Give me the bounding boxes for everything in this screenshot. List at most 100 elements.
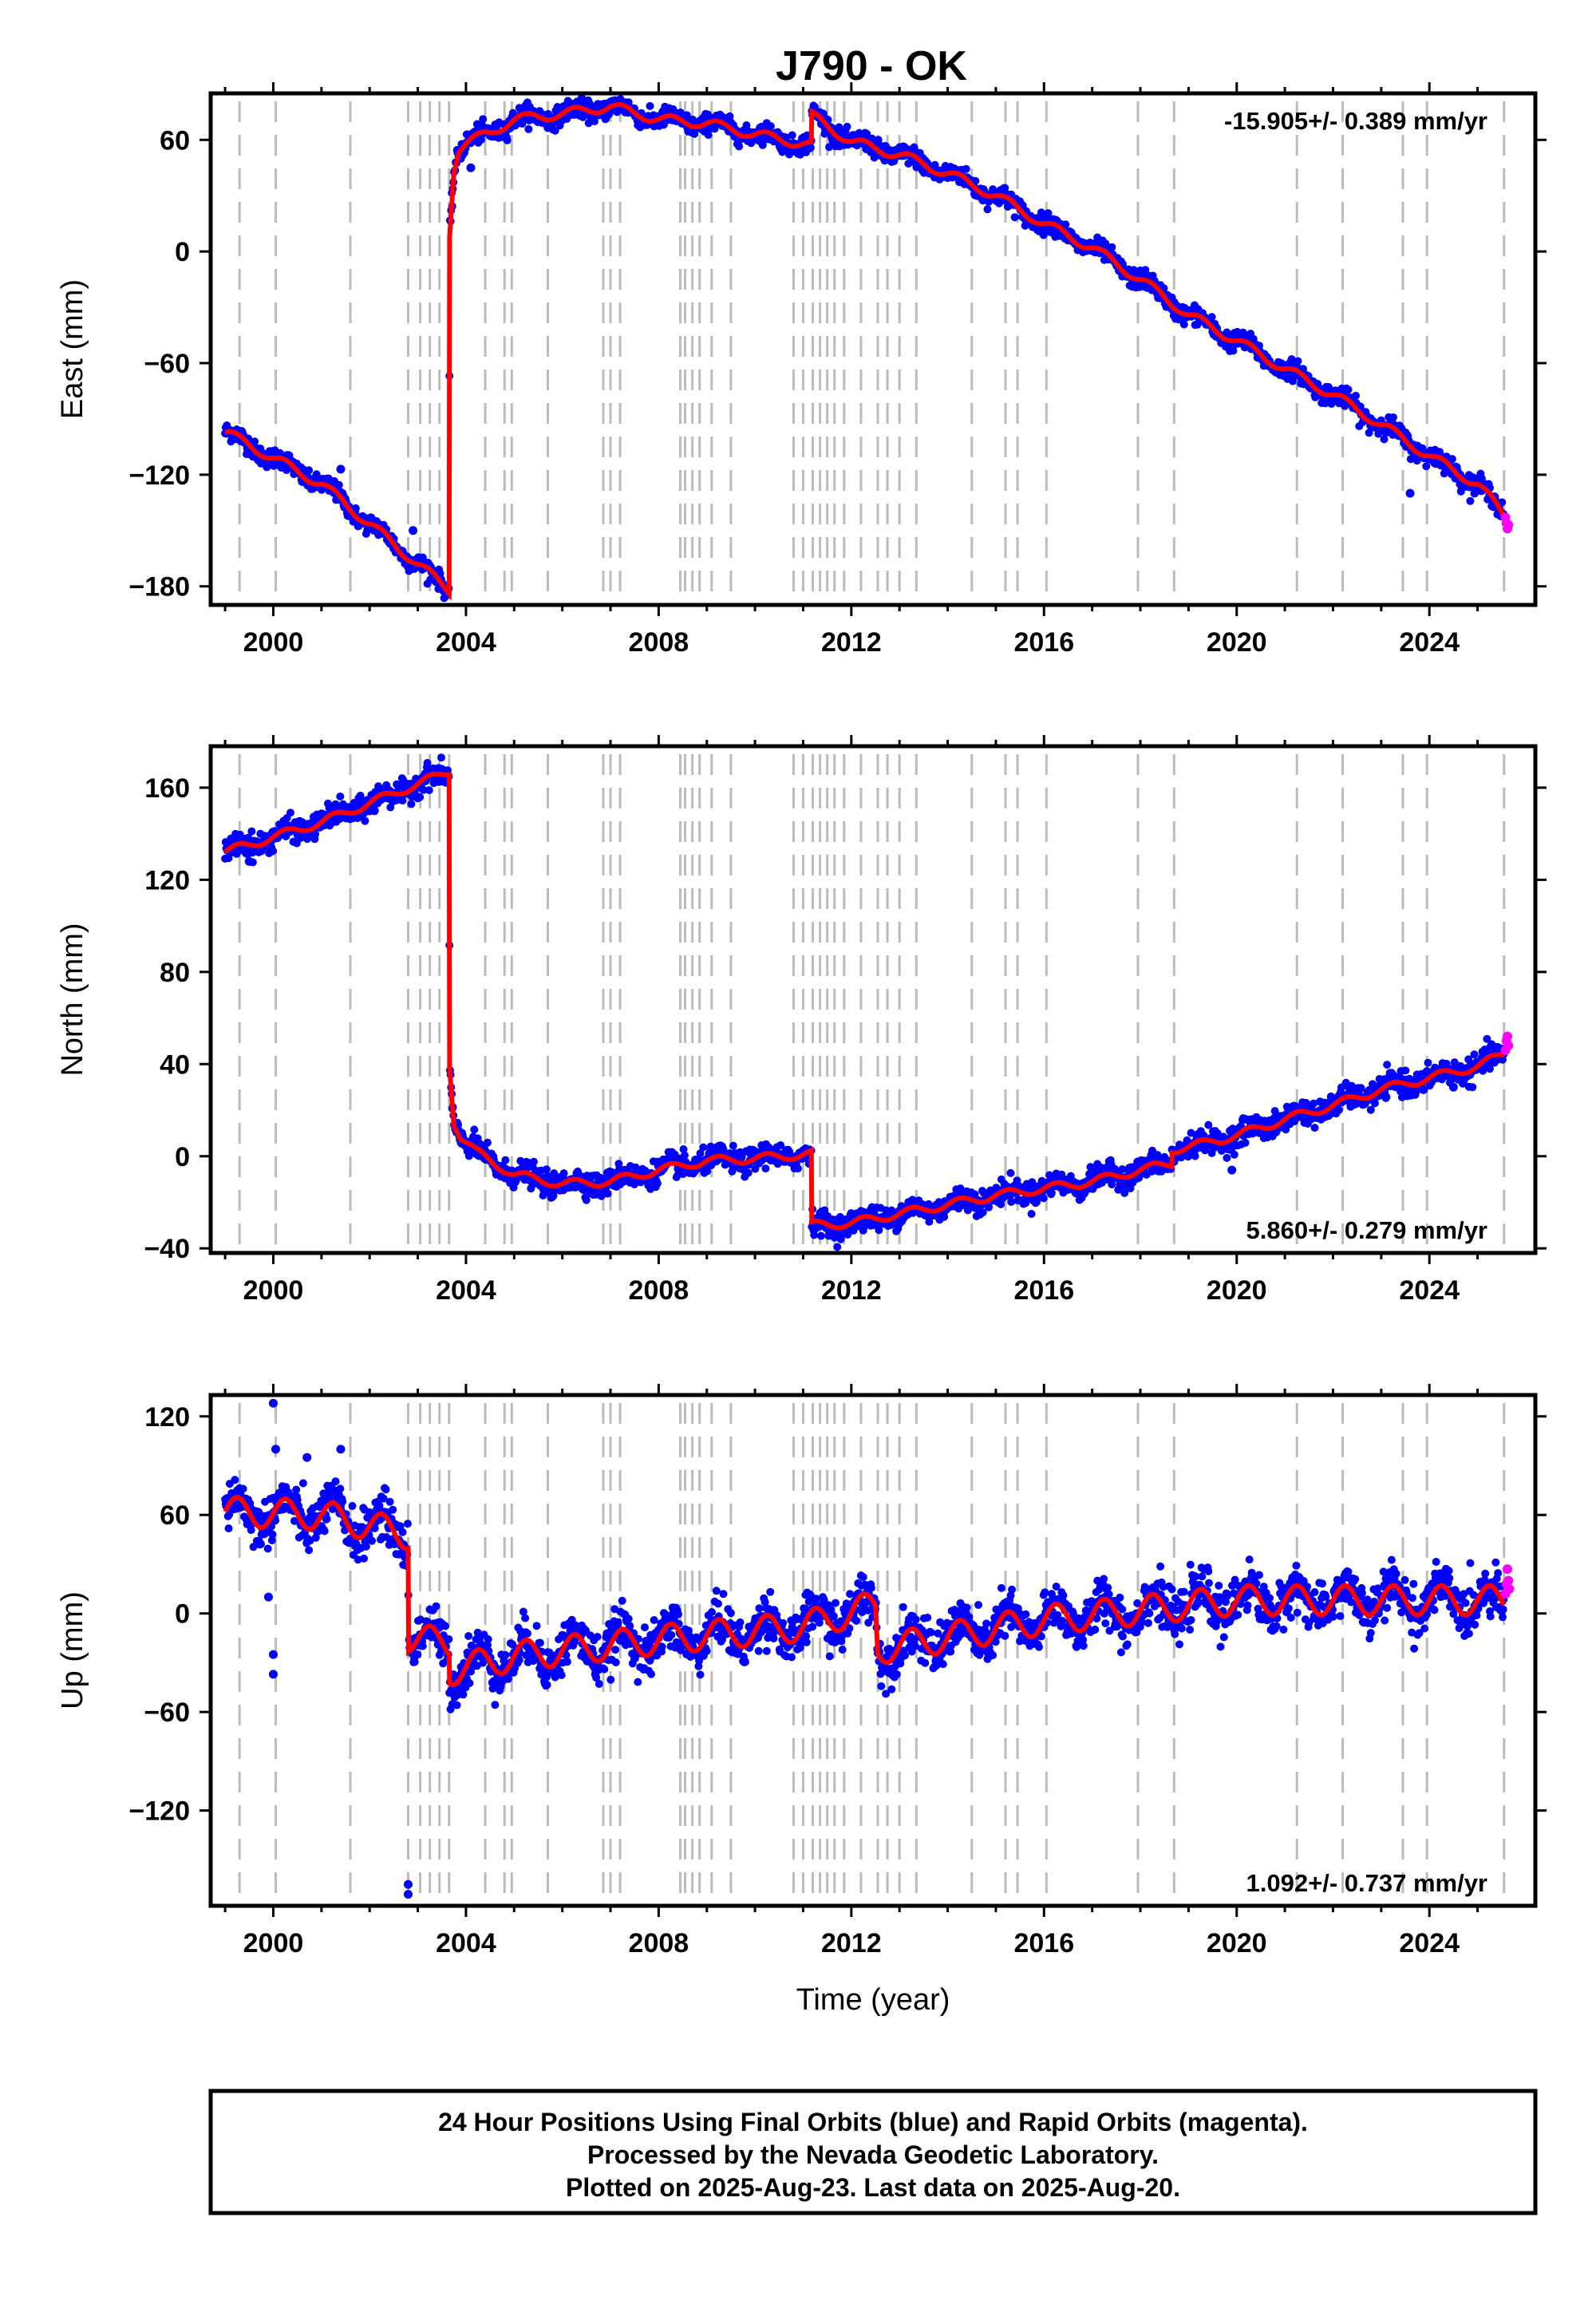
data-point bbox=[320, 1527, 329, 1535]
data-point bbox=[331, 1477, 340, 1486]
data-point bbox=[653, 1179, 662, 1188]
data-point bbox=[735, 142, 744, 151]
x-tick-label: 2000 bbox=[243, 1275, 304, 1306]
outlier-point bbox=[409, 526, 418, 536]
data-point bbox=[360, 1554, 368, 1563]
data-point bbox=[251, 437, 259, 446]
data-point bbox=[1468, 1083, 1477, 1092]
rapid-point bbox=[1502, 1031, 1512, 1041]
x-tick-label: 2024 bbox=[1399, 627, 1460, 658]
x-tick-label: 2016 bbox=[1013, 1275, 1074, 1306]
data-point bbox=[305, 466, 314, 475]
y-tick-label: 40 bbox=[160, 1049, 190, 1080]
rapid-point bbox=[1503, 1041, 1514, 1051]
data-point bbox=[336, 792, 345, 800]
data-point bbox=[758, 140, 767, 149]
data-point bbox=[484, 1138, 492, 1147]
data-point bbox=[744, 1168, 753, 1177]
data-point bbox=[351, 504, 360, 512]
panel-frame bbox=[208, 744, 1538, 1255]
x-tick-label: 2024 bbox=[1399, 1275, 1460, 1306]
data-point bbox=[1422, 462, 1431, 471]
data-point bbox=[1027, 1210, 1036, 1218]
data-point bbox=[518, 120, 527, 128]
data-point bbox=[1039, 231, 1048, 239]
x-tick-label: 2004 bbox=[436, 1275, 496, 1306]
data-point bbox=[1448, 455, 1456, 464]
data-point bbox=[322, 1515, 331, 1524]
data-point bbox=[806, 144, 815, 152]
data-point bbox=[503, 136, 512, 144]
panels: 2000 2004 2008 2012 2016 2020 2024−180−120−600… bbox=[56, 82, 1547, 2017]
data-point bbox=[646, 101, 654, 110]
data-point bbox=[1344, 385, 1353, 394]
x-tick-label: 2020 bbox=[1207, 1275, 1267, 1306]
x-tick-label: 2012 bbox=[821, 1275, 882, 1306]
y-tick-label: −40 bbox=[144, 1234, 190, 1264]
data-point bbox=[298, 1479, 307, 1488]
data-point bbox=[833, 1243, 842, 1251]
data-point bbox=[268, 1530, 277, 1539]
rapid-orbit-points bbox=[1500, 512, 1514, 534]
data-point bbox=[551, 126, 559, 135]
y-tick-label: 120 bbox=[144, 865, 190, 895]
data-point bbox=[1389, 413, 1397, 421]
data-point bbox=[1223, 1153, 1231, 1162]
y-axis-label: East (mm) bbox=[56, 279, 89, 419]
y-tick-label: 160 bbox=[144, 773, 190, 804]
data-point bbox=[1289, 377, 1297, 385]
velocity-label: 5.860+/- 0.279 mm/yr bbox=[1246, 1216, 1487, 1244]
data-point bbox=[761, 1164, 770, 1173]
event-lines bbox=[238, 1403, 1506, 1903]
outlier-point bbox=[1405, 488, 1415, 498]
data-point bbox=[477, 136, 485, 144]
data-point bbox=[1401, 1066, 1410, 1075]
x-tick-label: 2016 bbox=[1013, 627, 1074, 658]
plot-area bbox=[221, 1398, 1515, 1899]
data-point bbox=[416, 792, 425, 801]
data-point bbox=[1179, 320, 1188, 329]
data-point bbox=[582, 1196, 591, 1204]
panel-north: 2000 2004 2008 2012 2016 2020 2024−40040801201… bbox=[56, 735, 1547, 1306]
data-point bbox=[729, 1141, 737, 1150]
data-point bbox=[1039, 1194, 1048, 1203]
data-point bbox=[794, 1164, 802, 1173]
data-point bbox=[843, 122, 851, 131]
data-point bbox=[904, 160, 913, 168]
data-point bbox=[1229, 346, 1238, 355]
y-tick-label: 60 bbox=[160, 125, 190, 156]
data-point bbox=[437, 753, 445, 762]
data-point bbox=[525, 117, 534, 124]
plot-area bbox=[221, 93, 1514, 603]
outlier-point bbox=[336, 464, 346, 474]
event-lines bbox=[238, 754, 1506, 1250]
rapid-orbit-points bbox=[1500, 1031, 1514, 1055]
data-point bbox=[940, 1212, 949, 1221]
model-line bbox=[225, 102, 1507, 602]
data-point bbox=[524, 124, 533, 133]
data-point bbox=[263, 1544, 272, 1553]
data-point bbox=[1470, 1050, 1479, 1059]
data-point bbox=[269, 847, 278, 856]
y-tick-label: −180 bbox=[128, 572, 190, 603]
data-point bbox=[286, 808, 294, 817]
data-point bbox=[257, 1539, 265, 1548]
data-point bbox=[1294, 357, 1302, 366]
data-point bbox=[247, 827, 256, 836]
rapid-point bbox=[1503, 520, 1514, 530]
outlier-point bbox=[369, 806, 379, 816]
outlier-point bbox=[244, 856, 254, 866]
data-point bbox=[603, 1189, 612, 1198]
panel-up: 2000 2004 2008 2012 2016 2020 2024−120−6006012… bbox=[56, 1384, 1547, 1958]
data-point bbox=[1241, 1139, 1250, 1147]
x-tick-label: 2012 bbox=[821, 627, 882, 658]
y-tick-label: −60 bbox=[144, 349, 190, 379]
final-orbit-points bbox=[221, 93, 1508, 603]
data-point bbox=[1383, 1061, 1392, 1069]
data-point bbox=[1370, 1099, 1379, 1108]
data-point bbox=[825, 143, 834, 152]
data-point bbox=[788, 131, 796, 140]
x-tick-label: 2000 bbox=[243, 627, 304, 658]
data-point bbox=[1191, 1152, 1199, 1160]
data-point bbox=[742, 121, 751, 129]
